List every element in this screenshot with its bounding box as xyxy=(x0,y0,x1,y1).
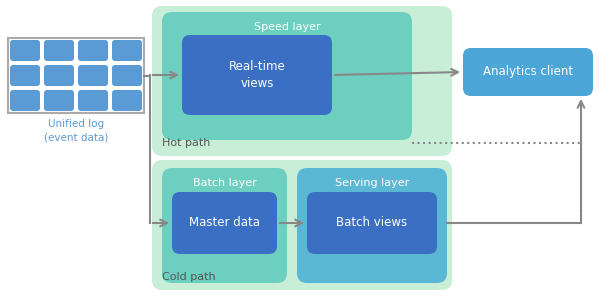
FancyBboxPatch shape xyxy=(44,65,74,86)
Text: Real-time
views: Real-time views xyxy=(229,60,285,90)
FancyBboxPatch shape xyxy=(10,90,40,111)
FancyBboxPatch shape xyxy=(112,65,142,86)
Text: Cold path: Cold path xyxy=(162,272,216,282)
FancyBboxPatch shape xyxy=(10,65,40,86)
Text: Unified log
(event data): Unified log (event data) xyxy=(44,119,108,142)
Text: Hot path: Hot path xyxy=(162,138,210,148)
Text: Batch layer: Batch layer xyxy=(193,178,256,188)
FancyBboxPatch shape xyxy=(78,90,108,111)
FancyBboxPatch shape xyxy=(10,40,40,61)
FancyBboxPatch shape xyxy=(297,168,447,283)
Text: Batch views: Batch views xyxy=(336,217,408,230)
FancyBboxPatch shape xyxy=(112,90,142,111)
FancyBboxPatch shape xyxy=(463,48,593,96)
Text: Master data: Master data xyxy=(189,217,260,230)
FancyBboxPatch shape xyxy=(162,168,287,283)
FancyBboxPatch shape xyxy=(78,40,108,61)
FancyBboxPatch shape xyxy=(162,12,412,140)
Text: Serving layer: Serving layer xyxy=(335,178,409,188)
FancyBboxPatch shape xyxy=(172,192,277,254)
FancyBboxPatch shape xyxy=(152,160,452,290)
Text: Speed layer: Speed layer xyxy=(254,22,320,32)
FancyBboxPatch shape xyxy=(78,65,108,86)
FancyBboxPatch shape xyxy=(182,35,332,115)
FancyBboxPatch shape xyxy=(112,40,142,61)
FancyBboxPatch shape xyxy=(44,90,74,111)
FancyBboxPatch shape xyxy=(152,6,452,156)
FancyBboxPatch shape xyxy=(307,192,437,254)
FancyBboxPatch shape xyxy=(44,40,74,61)
Text: Analytics client: Analytics client xyxy=(483,66,573,78)
